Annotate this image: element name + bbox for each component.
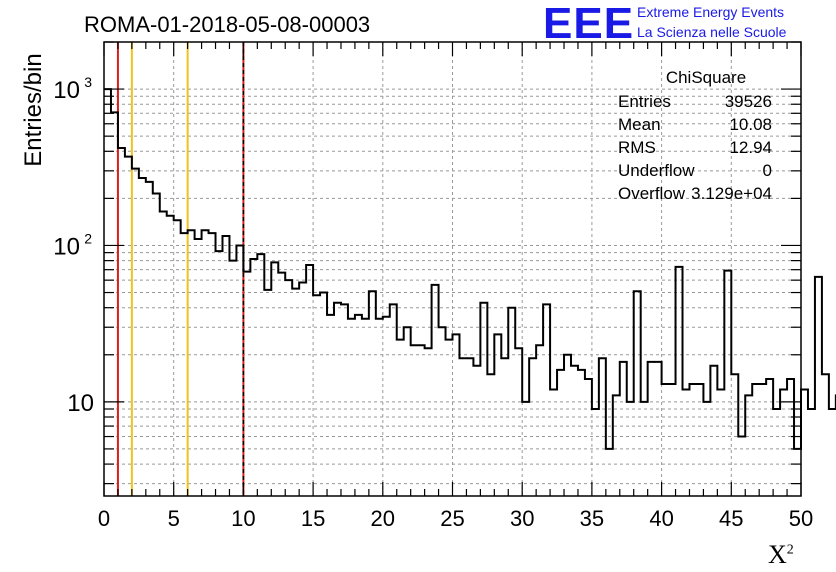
x-tick-labels: 0 5 10 15 20 25 30 35 40 45 50: [98, 506, 813, 531]
y-axis-label: Entries/bin: [20, 53, 47, 167]
y-tick-label: 10: [53, 233, 80, 260]
y-tick-label: 10: [53, 77, 80, 104]
x-tick-label: 50: [789, 506, 813, 531]
stats-row-overflow: Overflow 3.129e+04: [618, 184, 772, 203]
logo-line-1: Extreme Energy Events: [637, 4, 785, 20]
eee-logo: EEE: [543, 0, 635, 48]
x-tick-label: 35: [580, 506, 604, 531]
x-tick-label: 30: [510, 506, 534, 531]
y-tick-exponent: 3: [84, 74, 92, 90]
threshold-lines: [116, 42, 245, 496]
stats-box: ChiSquare Entries 39526 Mean 10.08 RMS 12.9…: [612, 66, 782, 205]
axis-ticks: [103, 41, 802, 496]
y-tick-label: 10: [67, 390, 94, 417]
x-tick-label: 5: [168, 506, 180, 531]
x-tick-label: 15: [301, 506, 325, 531]
x-axis-label: X2: [768, 540, 794, 569]
histogram-title: ROMA-01-2018-05-08-00003: [84, 12, 371, 37]
stats-row-mean: Mean 10.08: [618, 115, 772, 134]
stats-title: ChiSquare: [665, 68, 747, 87]
x-tick-label: 25: [440, 506, 464, 531]
grid-lines: [104, 42, 801, 496]
stats-row-underflow: Underflow 0: [618, 161, 772, 180]
x-tick-label: 0: [98, 506, 110, 531]
x-tick-label: 10: [231, 506, 255, 531]
stats-row-rms: RMS 12.94: [618, 138, 772, 157]
x-tick-label: 40: [649, 506, 673, 531]
y-tick-exponent: 2: [84, 230, 92, 246]
x-tick-label: 20: [371, 506, 395, 531]
logo-line-2: La Scienza nelle Scuole: [637, 24, 787, 40]
stats-row-entries: Entries 39526: [618, 92, 772, 111]
x-tick-label: 45: [719, 506, 743, 531]
